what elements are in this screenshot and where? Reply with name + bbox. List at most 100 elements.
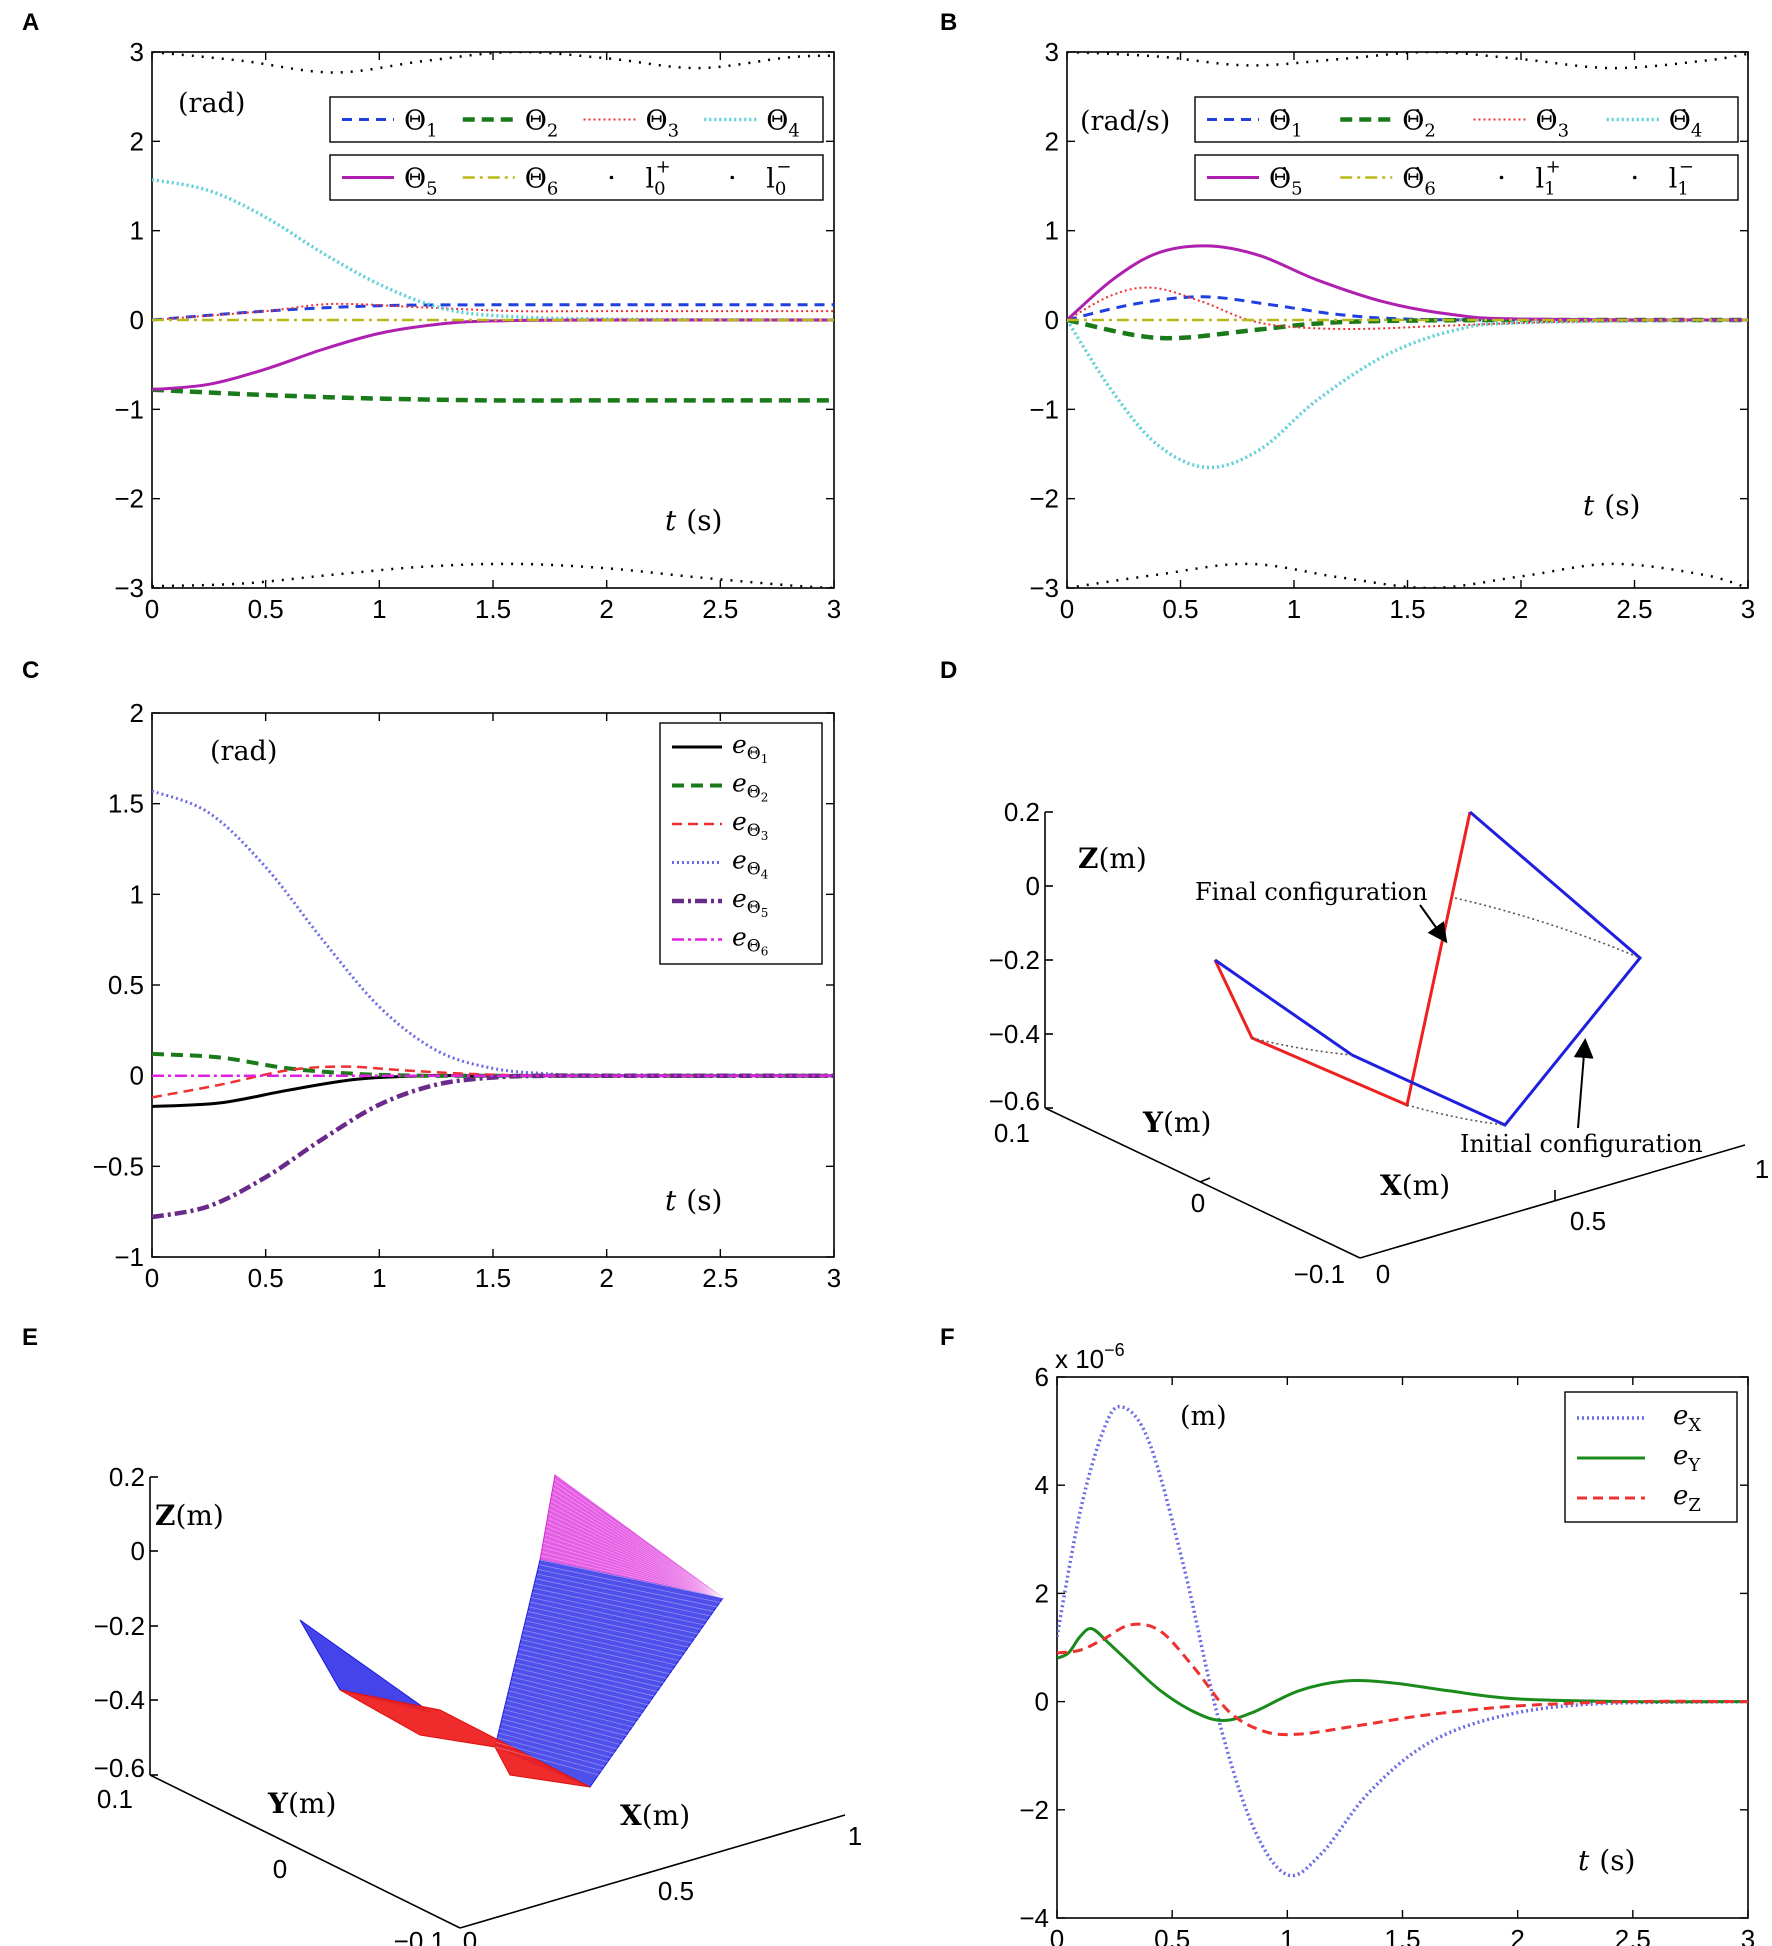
e-hatch-line	[551, 1491, 724, 1599]
legend-label: Θ2	[525, 106, 559, 142]
e-hatch-line	[539, 1559, 724, 1599]
e-hatch-line	[503, 1709, 660, 1750]
unit-label-b: (rad/s)	[1080, 106, 1170, 137]
legend-label: Θ̇2	[1402, 106, 1436, 142]
y-tick-label: 2	[1035, 1578, 1049, 1608]
x-tick-label: 2.5	[1615, 1924, 1651, 1946]
x-tick-label: 1.5	[475, 594, 511, 624]
d-zt-0: 0.2	[1004, 797, 1040, 827]
x-tick-label: 0	[1050, 1924, 1064, 1946]
xlabel-b: t (s)	[1583, 489, 1640, 522]
y-tick-label: −2	[114, 484, 144, 514]
legend-label: l1+	[1536, 157, 1561, 200]
legend-label: eΘ2	[732, 769, 768, 805]
e-hatch-line	[543, 1538, 724, 1599]
legend-label: Θ̇5	[1269, 164, 1303, 200]
chart-f-position-errors: 0 0.5 1 1.5 2 2.5 3 −4 −2 0 2 4 6 eX eY eZ (m) x 10−6 t (s)	[1019, 1340, 1755, 1946]
e-hatch-line	[538, 1564, 722, 1604]
series-line-a-1	[152, 303, 834, 322]
e-hatch-line	[535, 1578, 716, 1618]
e-hatch-line	[528, 1606, 704, 1646]
e-hatch-line	[521, 1634, 692, 1674]
panel-letter-d: D	[940, 657, 957, 684]
x-tick-label: 0.5	[248, 594, 284, 624]
series-line-a-2	[152, 387, 834, 403]
scale-label-f: x 10−6	[1055, 1340, 1125, 1374]
d-xt-1: 0.5	[1570, 1206, 1606, 1236]
x-tick-label: 1	[1287, 594, 1301, 624]
e-hatch-line	[548, 1512, 724, 1599]
panel-letter-e: E	[22, 1324, 38, 1351]
e-zt-3: −0.4	[94, 1685, 145, 1715]
e-x-axis	[459, 1814, 846, 1929]
y-tick-label: 1	[1045, 216, 1059, 246]
x-tick-label: 2	[1514, 594, 1528, 624]
e-hatch-line	[525, 1620, 698, 1660]
series-group-c	[152, 789, 834, 1220]
xlabel-f: t (s)	[1578, 1844, 1635, 1877]
y-tick-label: 0.5	[108, 970, 144, 1000]
e-hatch-line	[524, 1625, 696, 1665]
y-tick-label: 1	[130, 879, 144, 909]
x-tick-label: 0.5	[1162, 594, 1198, 624]
d-zt-1: 0	[1026, 871, 1040, 901]
chart-c-joint-errors: 0 0.5 1 1.5 2 2.5 3 −1 −0.5 0 0.5 1 1.5 2 eΘ1eΘ2eΘ3eΘ4…	[93, 698, 842, 1293]
y-tick-label: −4	[1019, 1903, 1049, 1933]
d-x-ticks: 0 0.5 1	[1376, 1154, 1769, 1289]
e-hatch-line	[542, 1542, 724, 1599]
d-xt-2: 1	[1755, 1154, 1769, 1184]
e-hatch-line	[542, 1546, 724, 1599]
series-line-b-4	[1067, 318, 1748, 470]
e-xt-0: 0	[463, 1926, 477, 1946]
x-tick-label: 1.5	[475, 1263, 511, 1293]
y-tick-label: 0	[1035, 1687, 1049, 1717]
x-tick-label: 2	[599, 1263, 613, 1293]
e-yt-1: 0	[273, 1854, 287, 1884]
e-zt-0: 0.2	[109, 1462, 145, 1492]
e-hatch-line	[546, 1521, 724, 1599]
panel-letter-c: C	[22, 657, 39, 684]
legend-label: eΘ4	[732, 846, 769, 882]
e-hatch-line	[529, 1601, 706, 1641]
e-hatch-line	[506, 1699, 664, 1741]
y-tick-label: 2	[130, 126, 144, 156]
series-line-f-2	[1057, 1627, 1748, 1723]
d-xt-0: 0	[1376, 1259, 1390, 1289]
x-tick-label: 2	[599, 594, 613, 624]
e-hatch-line	[544, 1534, 724, 1599]
e-hatch-line	[497, 1737, 648, 1778]
e-hatch-line	[548, 1508, 724, 1599]
e-hatch-line	[554, 1478, 724, 1599]
xlabel-a: t (s)	[665, 504, 722, 537]
e-hatch-line	[545, 1525, 724, 1599]
chart-e-swept-configurations: 0.2 0 −0.2 −0.4 −0.6 0.1 0 −0.1 0 0.5 1 …	[94, 1462, 863, 1946]
e-hatch-line	[553, 1483, 724, 1599]
e-hatch-line	[527, 1611, 702, 1651]
legend-label: Θ̇4	[1669, 106, 1703, 142]
legend-label: l1−	[1669, 157, 1694, 200]
e-xt-2: 1	[848, 1821, 862, 1851]
y-tick-label: −2	[1019, 1795, 1049, 1825]
e-hatch-line	[518, 1648, 686, 1689]
series-line-f-3	[1057, 1622, 1748, 1737]
x-tick-label: 0	[145, 1263, 159, 1293]
panel-letter-f: F	[940, 1324, 955, 1351]
d-annotation-initial: Initial configuration	[1460, 1130, 1703, 1158]
d-yt-2: −0.1	[1294, 1259, 1345, 1289]
unit-label-c: (rad)	[210, 736, 277, 767]
e-sweep-hatching	[494, 1474, 724, 1788]
legend-label: Θ6	[525, 164, 559, 200]
legend-label: Θ̇3	[1536, 106, 1570, 142]
d-zlabel: Z(m)	[1078, 842, 1147, 875]
d-trajectory-lines	[1251, 897, 1641, 1126]
d-zt-4: −0.6	[989, 1086, 1040, 1116]
e-hatch-line	[550, 1500, 724, 1599]
x-tick-label: 1.5	[1384, 1924, 1420, 1946]
e-hatch-line	[496, 1741, 646, 1783]
y-tick-label: 0	[130, 305, 144, 335]
d-x-axis	[1359, 1144, 1746, 1259]
unit-label-a: (rad)	[178, 88, 245, 119]
d-initial-configuration	[1214, 810, 1643, 1127]
x-tick-label: 3	[827, 594, 841, 624]
